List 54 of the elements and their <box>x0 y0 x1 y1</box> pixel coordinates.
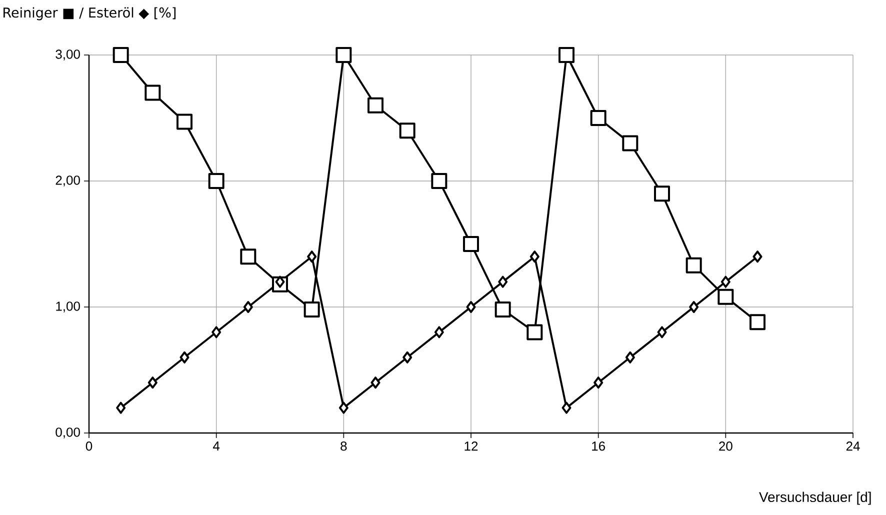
y-axis-title: Reiniger ■ / Esteröl ◆ [%] <box>4 7 176 20</box>
point <box>750 314 766 330</box>
point <box>402 351 412 364</box>
point <box>336 47 352 63</box>
x-tick-label: 8 <box>340 442 347 451</box>
point <box>180 351 190 364</box>
point <box>594 376 604 389</box>
x-tick-label: 16 <box>592 442 605 451</box>
point <box>338 402 348 414</box>
point <box>686 257 702 274</box>
y-tick-label: 0,00 <box>56 428 80 438</box>
x-axis-title: Versuchsdauer [d] <box>759 492 871 505</box>
point <box>431 173 448 189</box>
point <box>654 186 670 202</box>
point <box>112 47 129 63</box>
y-tick-label: 1,00 <box>56 302 80 312</box>
y-tick-label: 3,00 <box>56 50 80 60</box>
point <box>494 302 511 318</box>
point <box>720 276 730 288</box>
point <box>689 301 699 313</box>
point <box>275 276 285 288</box>
point <box>622 135 638 152</box>
point <box>718 288 734 305</box>
point <box>116 402 126 414</box>
x-tick-label: 12 <box>464 442 478 451</box>
point <box>148 376 158 389</box>
point <box>370 376 380 389</box>
y-tick-label: 2,00 <box>56 176 80 186</box>
point <box>434 326 444 338</box>
point <box>625 351 635 364</box>
point <box>466 301 476 313</box>
point <box>657 326 667 338</box>
point <box>752 250 762 263</box>
point <box>498 276 508 288</box>
point <box>307 250 317 263</box>
point <box>463 236 480 252</box>
x-tick-label: 4 <box>213 442 220 450</box>
point <box>208 173 224 189</box>
point <box>212 326 222 338</box>
point <box>530 250 540 263</box>
x-tick-label: 0 <box>86 442 92 451</box>
point <box>558 47 575 63</box>
point <box>243 301 253 313</box>
point <box>590 110 606 126</box>
point <box>526 324 543 340</box>
x-tick-label: 20 <box>719 442 732 451</box>
point <box>562 402 572 414</box>
point <box>399 122 416 139</box>
point <box>176 114 193 130</box>
point <box>304 302 320 318</box>
point <box>240 248 256 265</box>
x-tick-label: 24 <box>846 442 860 451</box>
point <box>368 97 384 114</box>
point <box>144 84 161 101</box>
